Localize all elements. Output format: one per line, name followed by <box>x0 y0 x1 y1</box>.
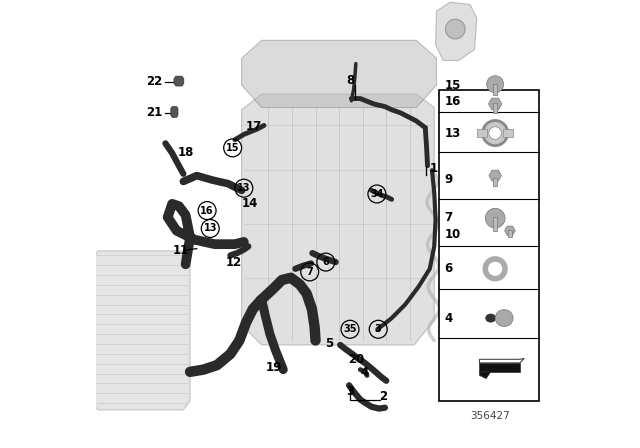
Circle shape <box>489 127 502 139</box>
Text: 6: 6 <box>323 257 329 267</box>
FancyBboxPatch shape <box>493 178 497 186</box>
Text: 5: 5 <box>325 336 333 350</box>
FancyBboxPatch shape <box>493 217 497 231</box>
Text: 6: 6 <box>445 262 452 276</box>
Text: 3: 3 <box>346 384 355 398</box>
Ellipse shape <box>495 310 513 327</box>
Text: 7: 7 <box>445 211 452 224</box>
Text: 12: 12 <box>226 255 242 269</box>
Text: 20: 20 <box>348 353 364 366</box>
FancyBboxPatch shape <box>503 129 513 137</box>
FancyBboxPatch shape <box>493 84 497 95</box>
Text: 15: 15 <box>445 78 461 92</box>
Polygon shape <box>171 107 178 117</box>
Text: 16: 16 <box>445 95 461 108</box>
FancyBboxPatch shape <box>493 103 497 113</box>
Polygon shape <box>479 372 491 379</box>
Text: 15: 15 <box>226 143 239 153</box>
Text: 4: 4 <box>445 311 452 325</box>
Text: 13: 13 <box>237 183 251 193</box>
FancyBboxPatch shape <box>439 90 539 401</box>
Text: 2: 2 <box>379 390 387 403</box>
Text: 34: 34 <box>370 189 383 199</box>
FancyBboxPatch shape <box>477 129 487 137</box>
Polygon shape <box>242 40 436 108</box>
Text: 8: 8 <box>346 74 355 87</box>
FancyBboxPatch shape <box>508 230 512 237</box>
Text: 22: 22 <box>146 75 163 88</box>
Circle shape <box>485 259 505 279</box>
Circle shape <box>483 121 508 146</box>
Polygon shape <box>174 76 184 86</box>
Text: 16: 16 <box>200 206 214 215</box>
Text: 18: 18 <box>177 146 194 159</box>
Circle shape <box>485 208 505 228</box>
Text: 17: 17 <box>246 120 262 134</box>
Text: 4: 4 <box>361 366 369 379</box>
Circle shape <box>486 76 504 93</box>
Ellipse shape <box>486 314 495 322</box>
Text: 3: 3 <box>375 324 381 334</box>
Polygon shape <box>242 94 435 345</box>
Polygon shape <box>92 251 190 410</box>
Text: 9: 9 <box>445 172 452 186</box>
Text: 19: 19 <box>266 361 282 374</box>
Text: 7: 7 <box>307 267 313 277</box>
Text: 35: 35 <box>343 324 356 334</box>
Polygon shape <box>479 363 520 372</box>
Text: 1: 1 <box>430 162 438 176</box>
Text: 11: 11 <box>173 244 189 258</box>
Text: 356427: 356427 <box>470 411 510 421</box>
Text: 13: 13 <box>445 126 461 140</box>
Text: 10: 10 <box>445 228 461 241</box>
Polygon shape <box>436 2 477 60</box>
Text: 21: 21 <box>146 106 163 120</box>
Text: 14: 14 <box>241 197 258 211</box>
Text: 13: 13 <box>204 224 217 233</box>
Circle shape <box>445 19 465 39</box>
